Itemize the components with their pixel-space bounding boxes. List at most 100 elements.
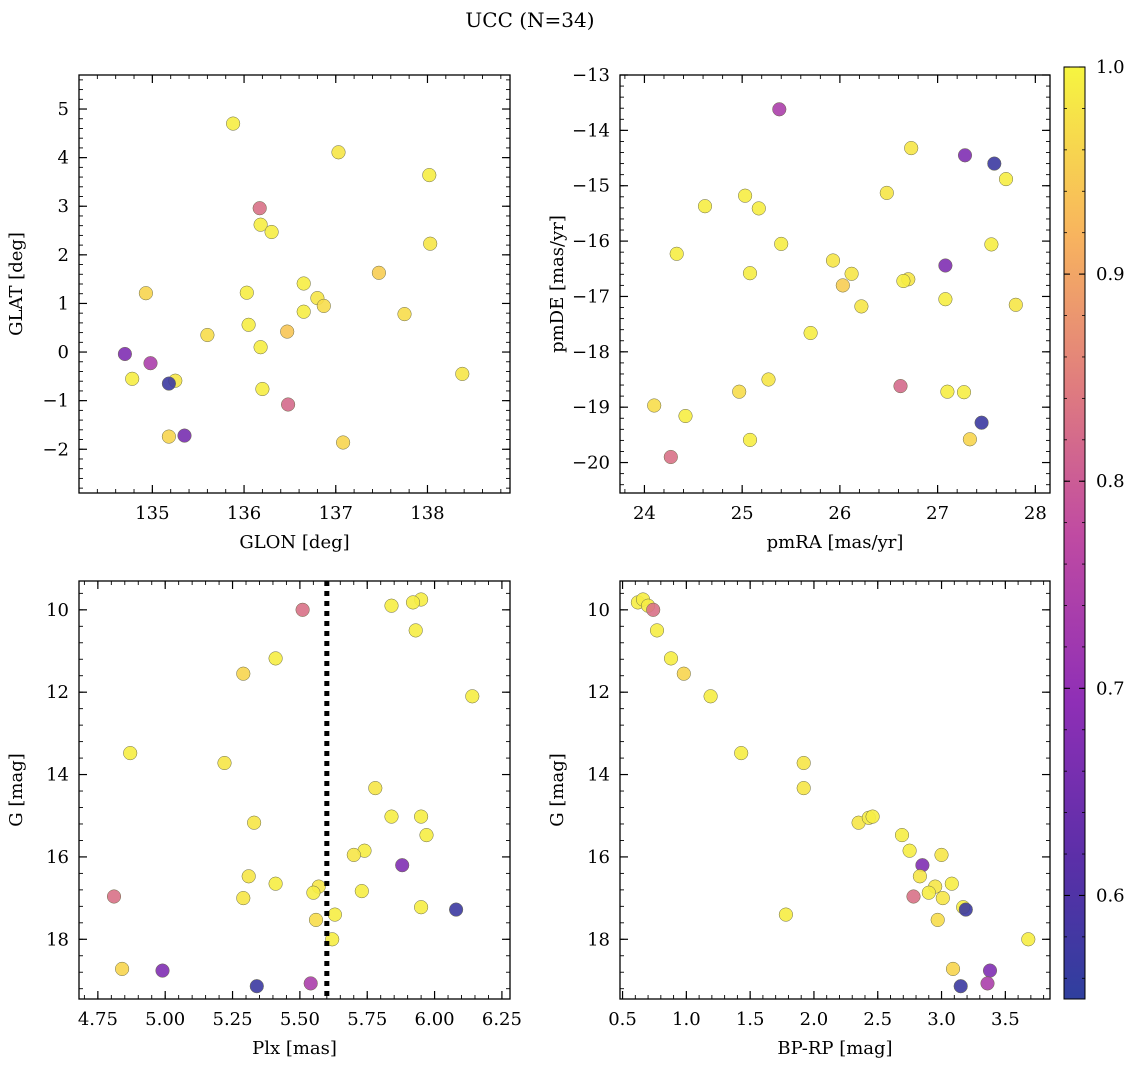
scatter-points: [647, 102, 1023, 465]
x-tick-label: 135: [135, 503, 169, 524]
scatter-point: [296, 276, 311, 291]
x-tick-label: 138: [410, 503, 444, 524]
y-tick-label: 10: [46, 600, 69, 621]
y-tick-label: −15: [572, 176, 610, 197]
scatter-point: [106, 889, 122, 904]
y-tick-label: −2: [42, 439, 69, 460]
ticks: 4.75 5.00 5.25 5.50 5.75 6.00 6.25 10 12 14 16 18: [46, 581, 522, 1030]
scatter-point: [935, 891, 950, 906]
scatter-point: [408, 623, 423, 638]
scatter-point: [115, 961, 130, 976]
scatter-point: [414, 809, 429, 824]
scatter-point: [405, 595, 421, 610]
x-tick-label: 5.50: [280, 1009, 320, 1030]
panel-3: 4.75 5.00 5.25 5.50 5.75 6.00 6.25 10 12 14 16 18 Pl…: [6, 580, 522, 1059]
scatter-point: [934, 847, 949, 862]
scatter-point: [268, 876, 283, 891]
scatter-point: [796, 755, 811, 771]
x-tick-label: 3.5: [991, 1009, 1020, 1030]
y-tick-label: −16: [572, 231, 610, 252]
scatter-point: [143, 356, 158, 371]
scatter-point: [761, 372, 776, 387]
panel-4: 0.5 1.0 1.5 2.0 2.5 3.0 3.5 10 12 14 16 18 BP-RP [ma…: [547, 580, 1051, 1059]
scatter-point: [956, 385, 972, 400]
scatter-point: [678, 408, 693, 424]
y-tick-label: 16: [587, 847, 610, 868]
scatter-point: [200, 327, 215, 343]
x-tick-label: 6.00: [415, 1009, 455, 1030]
y-tick-label: −18: [572, 342, 610, 363]
scatter-point: [161, 376, 176, 391]
y-tick-label: 3: [58, 196, 69, 217]
colorbar-gradient: [1063, 66, 1086, 1000]
scatter-point: [249, 979, 264, 994]
scatter-point: [414, 900, 429, 915]
scatter-point: [893, 379, 908, 394]
y-tick-label: −20: [572, 453, 610, 474]
scatter-point: [123, 746, 138, 761]
y-tick-label: 18: [46, 929, 69, 950]
scatter-point: [854, 299, 869, 314]
scatter-point: [865, 809, 880, 824]
scatter-point: [422, 168, 437, 183]
panel-1: 135 136 137 138 −2 −1 0 1 2 3 4 5 GLON [deg] GLAT [de…: [6, 74, 511, 553]
x-tick-label: 1.5: [736, 1009, 765, 1030]
colorbar-tick-label: 0.7: [1096, 678, 1125, 699]
scatter-point: [649, 623, 665, 638]
scatter-point: [253, 217, 268, 232]
scatter-point: [957, 148, 973, 163]
scatter-point: [835, 278, 850, 293]
x-tick-label: 25: [731, 503, 754, 524]
scatter-point: [226, 116, 241, 131]
scatter-point: [982, 963, 998, 978]
scatter-points: [117, 116, 470, 450]
y-tick-label: 12: [46, 682, 69, 703]
scatter-point: [825, 253, 841, 268]
scatter-point: [336, 435, 351, 450]
scatter-point: [958, 902, 973, 917]
scatter-point: [772, 102, 787, 117]
y-tick-label: 16: [46, 847, 69, 868]
x-tick-label: 2.0: [800, 1009, 829, 1030]
scatter-point: [455, 366, 470, 381]
x-tick-label: 26: [828, 503, 851, 524]
scatter-point: [327, 907, 342, 922]
scatter-point: [697, 199, 713, 214]
scatter-point: [346, 847, 361, 862]
y-tick-label: 2: [58, 245, 69, 266]
colorbar-tick-label: 1.0: [1096, 57, 1125, 78]
scatter-point: [384, 598, 399, 613]
ticks: 0.5 1.0 1.5 2.0 2.5 3.0 3.5 10 12 14 16 18: [587, 581, 1050, 1030]
y-tick-label: 18: [587, 929, 610, 950]
y-axis-label: G [mag]: [6, 753, 27, 826]
scatter-point: [987, 156, 1002, 171]
scatter-point: [331, 145, 346, 160]
scatter-point: [646, 602, 661, 617]
y-tick-label: −13: [572, 65, 610, 86]
scatter-point: [177, 428, 192, 443]
x-tick-label: 5.75: [347, 1009, 387, 1030]
scatter-point: [281, 397, 296, 412]
scatter-point: [844, 266, 859, 281]
scatter-point: [906, 889, 921, 904]
axes-frame: [619, 74, 1051, 494]
scatter-point: [742, 266, 758, 281]
y-axis-label: GLAT [deg]: [6, 232, 27, 336]
x-axis-label: Plx [mas]: [252, 1038, 337, 1059]
scatter-point: [1021, 932, 1036, 947]
scatter-point: [912, 869, 927, 884]
scatter-point: [255, 381, 270, 397]
scatter-point: [732, 384, 747, 399]
y-tick-label: −14: [572, 120, 610, 141]
scatter-point: [676, 666, 691, 681]
scatter-point: [974, 415, 989, 430]
y-axis-label: G [mag]: [547, 753, 568, 826]
colorbar-tick-label: 0.9: [1096, 264, 1125, 285]
scatter-point: [368, 781, 383, 796]
scatter-point: [241, 869, 256, 884]
scatter-point: [125, 371, 140, 386]
scatter-points: [630, 592, 1036, 994]
colorbar-tick-label: 0.8: [1096, 471, 1125, 492]
y-tick-label: 4: [58, 148, 69, 169]
